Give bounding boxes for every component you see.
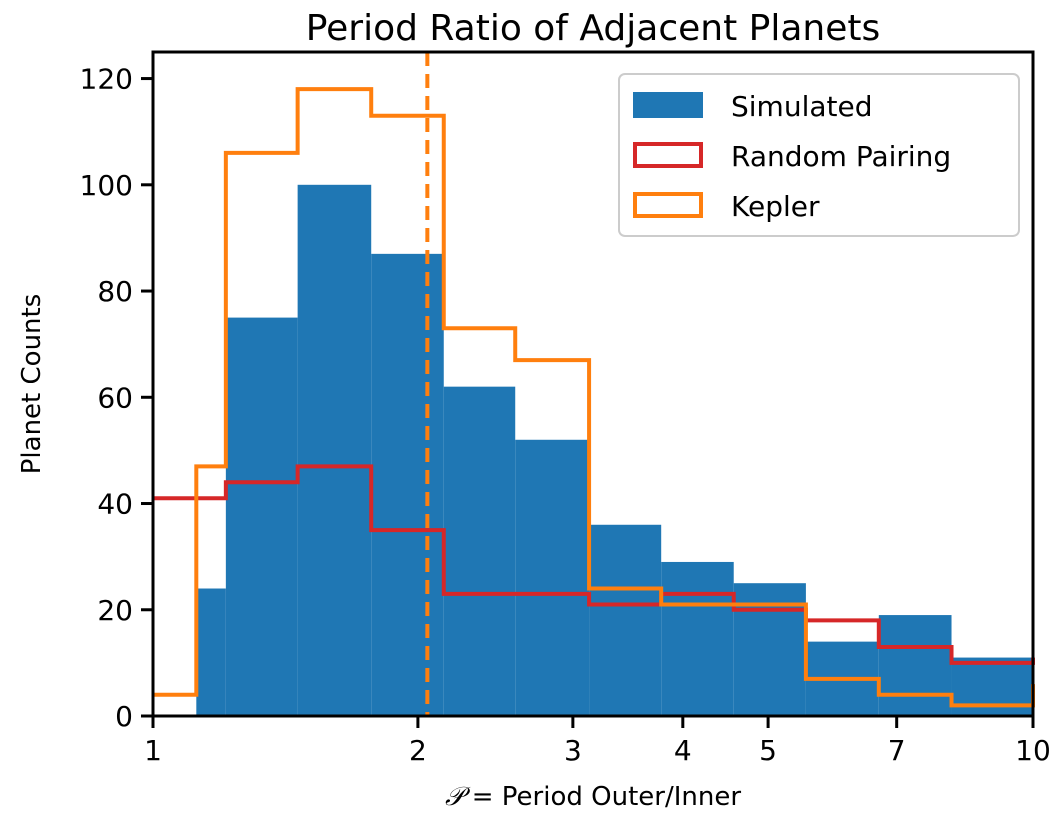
legend-label: Random Pairing: [731, 140, 951, 173]
y-tick-label: 120: [80, 63, 133, 96]
x-axis-symbol: 𝒫: [445, 782, 471, 812]
random-pairing-step-line: [153, 464, 1035, 665]
legend-label: Simulated: [731, 90, 873, 123]
simulated-bar-7: [589, 524, 662, 716]
y-tick-label: 40: [97, 488, 133, 521]
simulated-bar-2: [225, 317, 298, 716]
x-tick-label: 5: [759, 734, 777, 767]
simulated-bar-5: [443, 386, 516, 716]
legend-swatch: [633, 92, 703, 118]
chart-title: Period Ratio of Adjacent Planets: [306, 8, 881, 49]
simulated-bar-4: [371, 253, 444, 716]
y-tick-label: 0: [115, 700, 133, 733]
x-tick-label: 1: [144, 734, 162, 767]
y-tick-label: 80: [97, 275, 133, 308]
x-axis: 1 2 3 4 5 7 10: [144, 716, 1051, 767]
simulated-bar-8: [661, 561, 734, 716]
legend-swatch: [633, 192, 703, 218]
legend-swatch: [633, 142, 703, 168]
x-axis-label: 𝒫 = Period Outer/Inner: [445, 782, 741, 812]
y-axis-label: Planet Counts: [17, 294, 47, 475]
legend: Simulated Random Pairing Kepler: [618, 73, 1020, 237]
plot-frame: [151, 50, 1035, 718]
kepler-step-line: [153, 87, 1035, 708]
x-tick-label: 7: [888, 734, 906, 767]
simulated-bar-1: [196, 588, 226, 716]
y-tick-label: 60: [97, 381, 133, 414]
simulated-bar-11: [878, 615, 952, 716]
legend-label: Kepler: [731, 190, 820, 223]
y-tick-label: 20: [97, 594, 133, 627]
y-axis: 0 20 40 60 80 100 120: [80, 63, 153, 733]
y-tick-label: 100: [80, 169, 133, 202]
x-tick-label: 3: [564, 734, 582, 767]
simulated-bars: [196, 184, 1033, 717]
simulated-bar-6: [515, 439, 590, 716]
x-tick-label: 2: [409, 734, 427, 767]
simulated-bar-3: [297, 184, 372, 717]
legend-box: [618, 73, 1020, 237]
x-tick-label: 10: [1015, 734, 1051, 767]
x-tick-label: 4: [674, 734, 692, 767]
x-axis-text: = Period Outer/Inner: [472, 782, 742, 812]
step-series: [153, 87, 1035, 708]
